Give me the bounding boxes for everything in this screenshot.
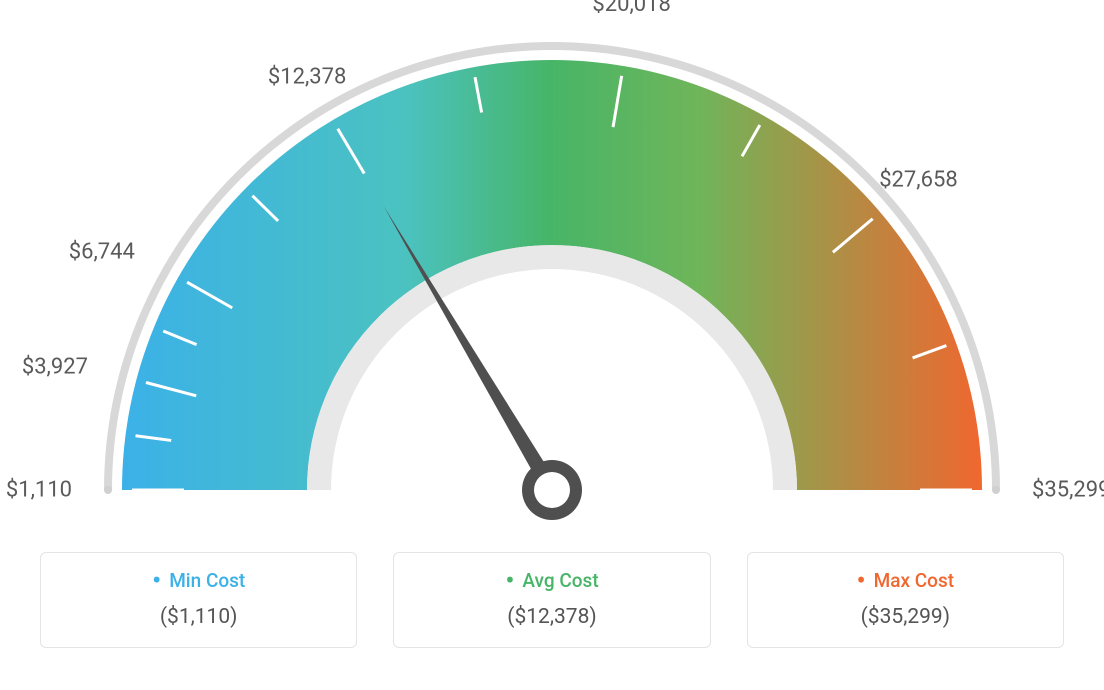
- gauge-chart: $1,110 $3,927 $6,744 $12,378 $20,018 $27,658 $…: [0, 0, 1104, 540]
- legend-card-avg: Avg Cost ($12,378): [393, 552, 710, 648]
- gauge-svg: [0, 0, 1104, 540]
- gauge-tick-label: $27,658: [879, 167, 958, 192]
- legend-value-min: ($1,110): [41, 605, 356, 629]
- gauge-tick-label: $1,110: [6, 478, 72, 503]
- legend-card-max: Max Cost ($35,299): [747, 552, 1064, 648]
- legend-value-max: ($35,299): [748, 605, 1063, 629]
- gauge-tick-label: $6,744: [69, 240, 135, 265]
- gauge-tick-label: $3,927: [22, 355, 88, 380]
- gauge-tick-label: $35,299: [1032, 478, 1104, 503]
- legend-title-min: Min Cost: [152, 569, 245, 592]
- gauge-tick-label: $12,378: [268, 65, 347, 90]
- gauge-tick-label: $20,018: [592, 0, 671, 17]
- legend-value-avg: ($12,378): [394, 605, 709, 629]
- legend-title-max: Max Cost: [857, 569, 955, 592]
- legend-card-min: Min Cost ($1,110): [40, 552, 357, 648]
- legend-title-avg: Avg Cost: [505, 569, 598, 592]
- legend-row: Min Cost ($1,110) Avg Cost ($12,378) Max…: [0, 552, 1104, 648]
